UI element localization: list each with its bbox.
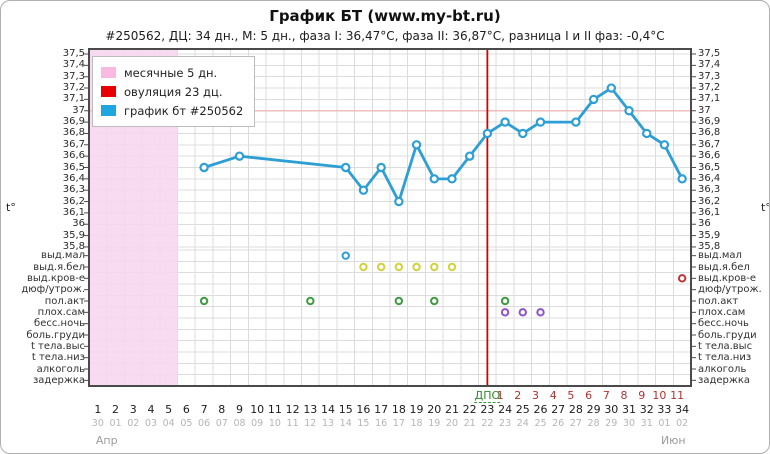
bt-point-day-29 <box>588 94 599 105</box>
symptom-marker <box>430 262 439 272</box>
symptom-marker <box>306 296 315 306</box>
legend-label-bt-line: график бт #250562 <box>124 103 244 118</box>
menses-color-swatch <box>101 67 116 78</box>
symptom-marker <box>447 262 457 272</box>
bt-point-day-28 <box>571 117 581 127</box>
bt-point-day-15 <box>341 162 351 173</box>
bt-point-day-19 <box>411 140 422 150</box>
symptom-marker <box>500 308 510 317</box>
bt-point-day-34 <box>677 174 687 184</box>
symptom-marker <box>430 296 439 306</box>
legend-label-ovulation: овуляция 23 дц. <box>124 84 223 99</box>
bt-point-day-22 <box>464 151 475 161</box>
symptom-marker <box>341 251 350 260</box>
bt-point-day-16 <box>358 185 369 195</box>
bt-point-day-20 <box>429 174 439 184</box>
bt-point-day-30 <box>606 83 617 93</box>
bt-point-day-32 <box>642 128 652 139</box>
bt-point-day-24 <box>500 117 510 127</box>
symptom-marker <box>394 296 404 306</box>
ovulation-color-swatch <box>101 86 116 97</box>
legend-label-menses: месячные 5 дн. <box>124 65 218 80</box>
bt-point-day-33 <box>659 140 670 150</box>
chart-title: График БТ (www.my-bt.ru) <box>269 7 501 25</box>
symptom-marker <box>199 296 209 306</box>
chart-subtitle: #250562, ДЦ: 34 дн., М: 5 дн., фаза I: 3… <box>105 29 665 43</box>
symptom-marker <box>376 262 386 272</box>
symptom-marker <box>359 262 368 272</box>
symptom-marker <box>518 308 527 317</box>
symptom-marker <box>500 296 510 306</box>
legend: месячные 5 дн. овуляция 23 дц. график бт… <box>92 56 256 127</box>
symptom-marker <box>677 274 687 283</box>
bt-point-day-26 <box>535 117 546 127</box>
symptom-marker <box>536 308 545 317</box>
symptom-marker <box>394 262 404 272</box>
legend-item-ovulation: овуляция 23 дц. <box>101 82 243 101</box>
bt-point-day-18 <box>394 196 404 207</box>
legend-item-menses: месячные 5 дн. <box>101 63 243 82</box>
symptom-marker <box>412 262 421 272</box>
bt-point-day-17 <box>376 162 386 173</box>
bt-point-day-25 <box>518 128 528 139</box>
bt-point-day-31 <box>624 106 634 116</box>
bt-point-day-23 <box>482 128 493 139</box>
legend-item-bt-line: график бт #250562 <box>101 101 243 120</box>
bt-point-day-9 <box>234 151 245 161</box>
bt-point-day-7 <box>199 162 209 173</box>
bt-line-color-swatch <box>101 105 116 116</box>
plot-border <box>88 48 692 387</box>
bt-point-day-21 <box>447 174 457 184</box>
